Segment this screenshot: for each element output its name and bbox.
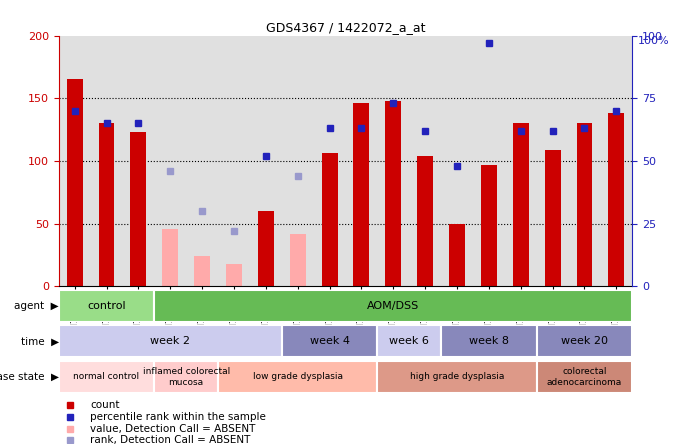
Bar [59, 361, 154, 393]
Bar [162, 229, 178, 286]
Text: value, Detection Call = ABSENT: value, Detection Call = ABSENT [91, 424, 256, 434]
Bar [537, 36, 569, 286]
Text: percentile rank within the sample: percentile rank within the sample [91, 412, 266, 422]
Bar [569, 36, 600, 286]
Text: week 2: week 2 [150, 337, 190, 346]
Text: agent  ▶: agent ▶ [14, 301, 59, 311]
Text: week 4: week 4 [310, 337, 350, 346]
Bar [473, 36, 505, 286]
Text: time  ▶: time ▶ [21, 337, 59, 346]
Bar [409, 36, 441, 286]
Text: inflamed colorectal
mucosa: inflamed colorectal mucosa [142, 367, 230, 387]
Bar [449, 224, 465, 286]
Bar [441, 36, 473, 286]
Bar [354, 103, 370, 286]
Bar [608, 113, 624, 286]
Bar [99, 123, 115, 286]
Bar [67, 79, 83, 286]
Bar [505, 36, 537, 286]
Text: rank, Detection Call = ABSENT: rank, Detection Call = ABSENT [91, 435, 251, 444]
Text: week 8: week 8 [469, 337, 509, 346]
Bar [537, 325, 632, 357]
Text: week 20: week 20 [561, 337, 608, 346]
Bar [282, 325, 377, 357]
Bar [194, 256, 210, 286]
Text: low grade dysplasia: low grade dysplasia [253, 373, 343, 381]
Text: disease state  ▶: disease state ▶ [0, 372, 59, 382]
Text: normal control: normal control [73, 373, 140, 381]
Bar [122, 36, 154, 286]
Bar [481, 165, 497, 286]
Text: AOM/DSS: AOM/DSS [367, 301, 419, 311]
Bar [59, 325, 282, 357]
Title: GDS4367 / 1422072_a_at: GDS4367 / 1422072_a_at [266, 21, 425, 34]
Bar [377, 325, 441, 357]
Text: control: control [87, 301, 126, 311]
Bar [59, 36, 91, 286]
Bar [441, 325, 537, 357]
Text: count: count [91, 400, 120, 410]
Bar [346, 36, 377, 286]
Text: week 6: week 6 [389, 337, 429, 346]
Bar [186, 36, 218, 286]
Bar [537, 361, 632, 393]
Bar [321, 154, 337, 286]
Bar [91, 36, 122, 286]
Bar [258, 211, 274, 286]
Text: high grade dysplasia: high grade dysplasia [410, 373, 504, 381]
Bar [250, 36, 282, 286]
Bar [290, 234, 305, 286]
Bar [377, 36, 409, 286]
Bar [218, 36, 250, 286]
Bar [314, 36, 346, 286]
Bar [513, 123, 529, 286]
Bar [600, 36, 632, 286]
Bar [576, 123, 592, 286]
Bar [226, 264, 242, 286]
Bar [282, 36, 314, 286]
Bar [218, 361, 377, 393]
Bar [545, 150, 560, 286]
Bar [154, 290, 632, 322]
Bar [386, 101, 401, 286]
Bar [377, 361, 537, 393]
Bar [417, 156, 433, 286]
Bar [59, 290, 154, 322]
Text: colorectal
adenocarcinoma: colorectal adenocarcinoma [547, 367, 622, 387]
Bar [154, 361, 218, 393]
Bar [131, 132, 146, 286]
Bar [154, 36, 186, 286]
Text: 100%: 100% [638, 36, 670, 46]
